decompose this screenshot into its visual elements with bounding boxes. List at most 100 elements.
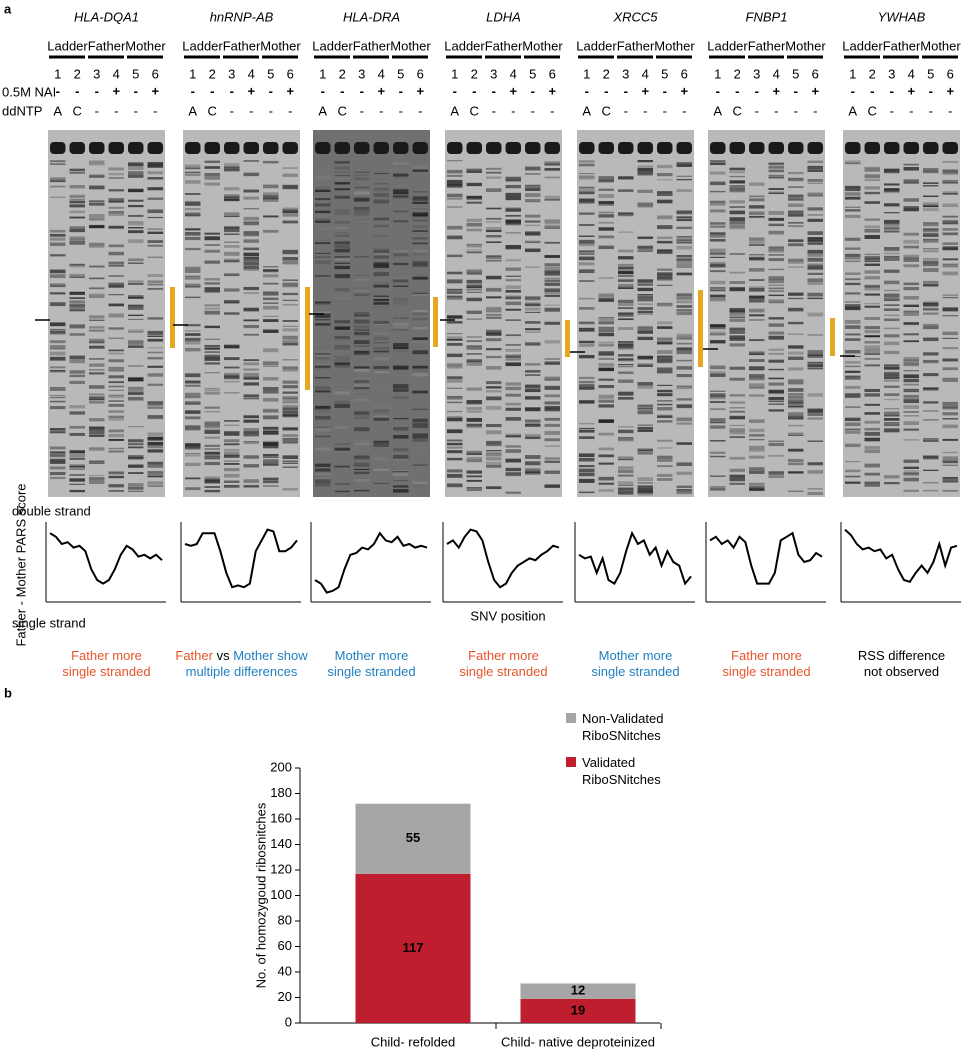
gel-band bbox=[204, 406, 220, 409]
gel-band bbox=[768, 389, 784, 394]
gel-band bbox=[505, 362, 521, 367]
gel-band bbox=[263, 315, 279, 317]
ddntp-symbol: C bbox=[470, 103, 479, 118]
gel-band bbox=[884, 203, 900, 207]
gel-band bbox=[598, 432, 614, 436]
gel-band bbox=[393, 210, 409, 213]
gel-band bbox=[749, 182, 765, 186]
gel-band bbox=[354, 417, 370, 420]
gel-band bbox=[598, 214, 614, 218]
gel-band bbox=[505, 407, 521, 411]
lane-number: 4 bbox=[378, 66, 385, 81]
gel-band bbox=[204, 362, 220, 365]
gel-band bbox=[637, 202, 653, 207]
caption: Mother more bbox=[335, 648, 409, 663]
gel-band bbox=[447, 291, 463, 295]
gel-band bbox=[128, 426, 144, 428]
gel-band bbox=[864, 167, 880, 172]
gel-band bbox=[315, 428, 331, 433]
gel-band bbox=[676, 333, 692, 338]
gel-band bbox=[525, 184, 541, 189]
gel-band bbox=[903, 322, 919, 325]
gel-band bbox=[749, 254, 765, 256]
gel-band bbox=[224, 288, 240, 292]
ddntp-symbol: - bbox=[492, 103, 496, 118]
gel-band bbox=[243, 428, 259, 431]
gel-band bbox=[354, 173, 370, 175]
nai-symbol: + bbox=[416, 83, 424, 98]
gel-band bbox=[373, 249, 389, 253]
gel-band bbox=[710, 200, 726, 203]
gel-band bbox=[807, 218, 823, 222]
gel-band bbox=[544, 321, 560, 325]
gel-band bbox=[282, 385, 298, 389]
gel-band bbox=[903, 198, 919, 202]
gel-band bbox=[618, 358, 634, 360]
lane-group: Mother bbox=[785, 38, 826, 53]
gel-band bbox=[69, 227, 85, 230]
gel-band bbox=[749, 195, 765, 198]
gel-band bbox=[315, 319, 331, 321]
gel-band bbox=[618, 176, 634, 180]
lane-number: 5 bbox=[267, 66, 274, 81]
ddntp-symbol: A bbox=[188, 103, 197, 118]
gel-band bbox=[768, 289, 784, 293]
gel-band bbox=[657, 240, 673, 244]
gel-band bbox=[108, 394, 124, 399]
gel-band bbox=[942, 247, 958, 251]
gel-band bbox=[864, 345, 880, 349]
gel-band bbox=[373, 302, 389, 305]
gel-band bbox=[334, 450, 350, 453]
gel-band bbox=[710, 222, 726, 225]
ddntp-symbol: - bbox=[624, 103, 628, 118]
gel-band bbox=[749, 279, 765, 281]
gel-band bbox=[884, 318, 900, 322]
gel-band bbox=[466, 297, 482, 302]
gel-well bbox=[373, 142, 389, 154]
gel-band bbox=[676, 311, 692, 316]
gel-band bbox=[334, 241, 350, 245]
gel-band bbox=[903, 415, 919, 417]
gel-band bbox=[354, 489, 370, 492]
gel-band bbox=[618, 189, 634, 192]
gel-band bbox=[525, 231, 541, 236]
caption: single stranded bbox=[591, 664, 679, 679]
gel-band bbox=[657, 389, 673, 393]
gel-band bbox=[486, 390, 502, 393]
gel-band bbox=[373, 180, 389, 184]
gel-band bbox=[676, 305, 692, 308]
gel-band bbox=[864, 288, 880, 291]
gel-band bbox=[579, 176, 595, 180]
bar-segment bbox=[520, 983, 636, 999]
gel-band bbox=[263, 415, 279, 420]
gel-band bbox=[525, 461, 541, 466]
gel-band bbox=[525, 419, 541, 423]
gel-band bbox=[618, 364, 634, 366]
gel-band bbox=[579, 252, 595, 256]
gel-band bbox=[447, 289, 463, 293]
gel-band bbox=[147, 280, 163, 284]
gel-band bbox=[807, 240, 823, 242]
gel-band bbox=[729, 415, 745, 419]
gel-band bbox=[393, 195, 409, 198]
gel-band bbox=[942, 407, 958, 410]
gel-band bbox=[637, 313, 653, 315]
gel-band bbox=[637, 294, 653, 298]
gel-band bbox=[749, 308, 765, 313]
gel-band bbox=[598, 363, 614, 367]
gel-band bbox=[147, 197, 163, 200]
gel-band bbox=[657, 359, 673, 364]
gel-well bbox=[243, 142, 259, 154]
gel-band bbox=[447, 457, 463, 461]
gel-band bbox=[147, 464, 163, 468]
gel-band bbox=[412, 433, 428, 435]
gel-band bbox=[579, 327, 595, 330]
gel-band bbox=[923, 337, 939, 341]
gel-band bbox=[788, 258, 804, 263]
gel-band bbox=[749, 314, 765, 317]
caption-part: Father more bbox=[468, 648, 539, 663]
gel-band bbox=[373, 262, 389, 266]
gel-band bbox=[579, 457, 595, 462]
gel-band bbox=[637, 245, 653, 249]
gel-band bbox=[50, 369, 66, 373]
